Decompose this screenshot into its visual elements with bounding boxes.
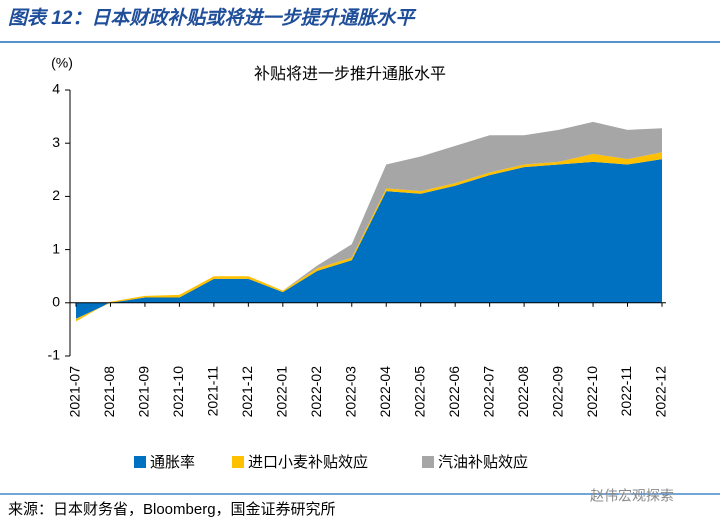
x-tick-label: 2022-11 [618,366,634,417]
x-tick-label: 2022-10 [584,366,600,418]
legend-label: 汽油补贴效应 [438,453,528,471]
x-tick-label: 2022-02 [308,366,324,418]
x-tick-label: 2021-11 [205,366,221,417]
y-tick-label: 3 [52,134,60,150]
y-tick-label: 0 [52,294,60,310]
legend-label: 通胀率 [150,454,195,471]
x-tick-label: 2022-05 [411,366,427,418]
legend-swatch [232,456,244,468]
source: 来源：日本财务省，Bloomberg，国金证券研究所 [8,501,336,518]
chart-title: 补贴将进一步推升通胀水平 [254,65,446,83]
y-tick-label: 2 [52,187,60,203]
area [76,121,662,303]
y-axis-label: (%) [51,55,73,71]
x-tick-label: 2021-09 [136,366,152,418]
area [76,159,662,319]
header-title: 图表 12：日本财政补贴或将进一步提升通胀水平 [8,7,417,29]
x-tick-label: 2021-12 [239,366,255,418]
legend-swatch [422,456,434,468]
legend-label: 进口小麦补贴效应 [248,453,368,471]
x-tick-label: 2022-01 [274,366,290,418]
x-tick-label: 2022-12 [653,366,669,418]
watermark: 赵伟宏观探索 [590,488,674,504]
x-tick-label: 2022-03 [342,366,358,418]
y-tick-label: 1 [52,240,60,256]
y-tick-label: -1 [48,347,61,363]
x-tick-label: 2022-09 [549,366,565,418]
x-tick-label: 2021-08 [101,366,117,418]
x-tick-label: 2021-07 [67,366,83,418]
legend-swatch [134,456,146,468]
x-tick-label: 2022-06 [446,366,462,418]
y-tick-label: 4 [52,81,60,97]
x-tick-label: 2022-08 [515,366,531,418]
x-tick-label: 2021-10 [170,366,186,418]
x-tick-label: 2022-04 [377,366,393,418]
x-tick-label: 2022-07 [480,366,496,418]
